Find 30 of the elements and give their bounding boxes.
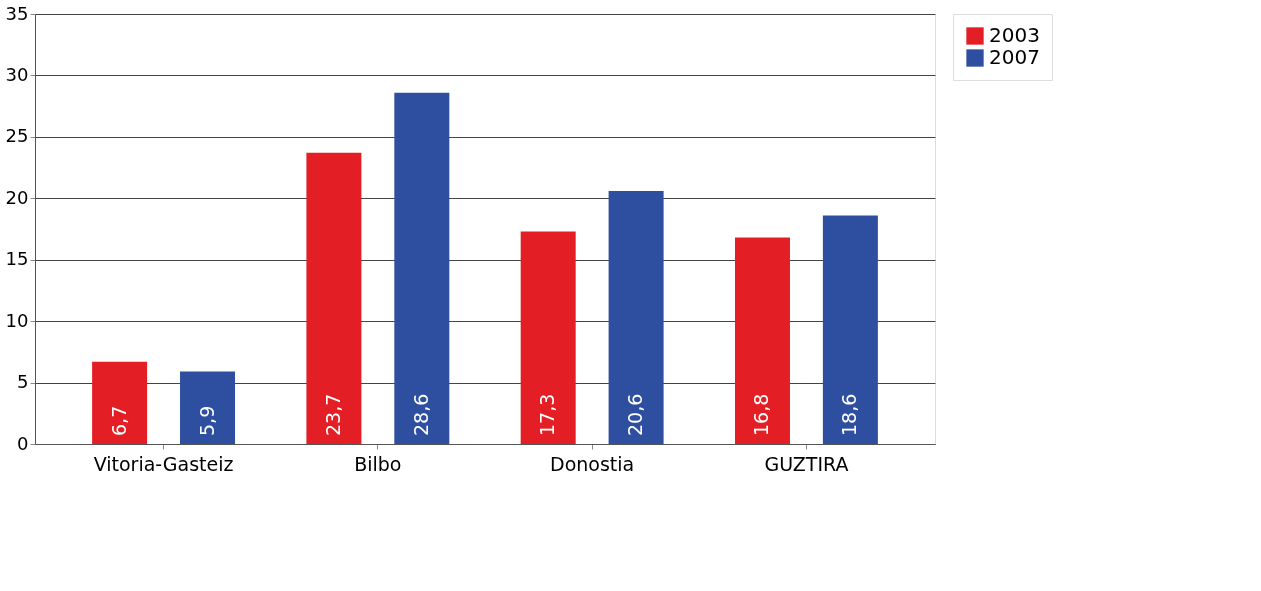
bar — [734, 237, 790, 444]
bar — [306, 152, 362, 444]
bar — [822, 215, 878, 444]
y-tick-label: 25 — [5, 125, 29, 147]
x-tick-label: GUZTIRA — [764, 452, 849, 475]
x-tick-label: Vitoria-Gasteiz — [93, 452, 234, 475]
data-label: 16,8 — [750, 393, 773, 436]
data-label: 17,3 — [536, 393, 559, 436]
x-tick-label: Donostia — [550, 452, 635, 475]
data-label: 6,7 — [107, 405, 130, 436]
y-tick-label: 20 — [5, 186, 29, 208]
y-tick-label: 15 — [5, 248, 29, 270]
y-tick-label: 30 — [5, 63, 29, 85]
bar — [180, 371, 236, 444]
data-label: 23,7 — [321, 393, 344, 436]
data-label: 18,6 — [838, 393, 861, 436]
y-tick-label: 5 — [17, 371, 29, 393]
legend-label: 2003 — [989, 23, 1040, 47]
data-label: 20,6 — [624, 393, 647, 436]
legend-label: 2007 — [989, 45, 1040, 69]
bar — [608, 190, 664, 444]
bar — [394, 92, 450, 444]
bar — [92, 361, 148, 444]
data-label: 5,9 — [195, 405, 218, 436]
bar — [520, 231, 576, 444]
y-tick-label: 10 — [5, 309, 29, 331]
y-tick-label: 35 — [5, 2, 29, 24]
data-label: 28,6 — [409, 393, 432, 436]
x-tick-label: Bilbo — [354, 452, 402, 475]
y-tick-label: 0 — [17, 432, 29, 454]
